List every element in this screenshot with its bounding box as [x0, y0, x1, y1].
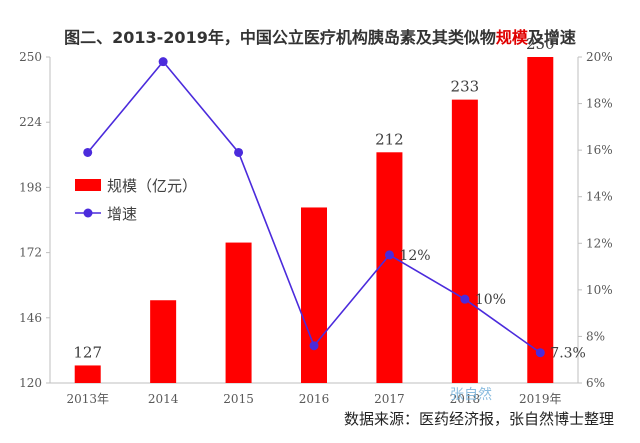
x-tick-label: 2017 — [374, 392, 405, 406]
growth-point — [83, 147, 93, 157]
line-data-label: 10% — [475, 292, 506, 308]
growth-point — [384, 250, 394, 260]
y-left-tick-label: 120 — [19, 376, 42, 390]
y-right-tick-label: 8% — [586, 329, 605, 343]
title-highlight: 规模 — [495, 28, 528, 47]
watermark: 张自然 — [450, 387, 492, 403]
line-data-label: 7.3% — [550, 346, 586, 362]
y-right-tick-label: 6% — [586, 376, 605, 390]
y-left-tick-label: 198 — [19, 180, 42, 194]
y-right-tick-label: 10% — [586, 283, 613, 297]
bar — [150, 300, 177, 383]
x-tick-label: 2019年 — [519, 392, 562, 406]
legend-line-label: 增速 — [107, 205, 137, 223]
growth-point — [309, 341, 319, 351]
bar — [527, 57, 554, 383]
x-tick-label: 2013年 — [66, 392, 109, 406]
y-right-tick-label: 14% — [586, 190, 613, 204]
source-note: 数据来源：医药经济报，张自然博士整理 — [343, 410, 614, 428]
y-left-tick-label: 146 — [19, 311, 42, 325]
bar — [376, 152, 403, 383]
growth-point — [158, 57, 168, 67]
y-right-tick-label: 18% — [586, 97, 613, 111]
growth-point — [460, 294, 470, 304]
y-right-tick-label: 12% — [586, 236, 613, 250]
y-right-tick-label: 16% — [586, 143, 613, 157]
bar — [74, 365, 101, 383]
bar — [451, 99, 478, 383]
bar — [225, 242, 252, 383]
bar-data-label: 233 — [451, 78, 480, 96]
growth-point — [234, 147, 244, 157]
legend-bar-swatch — [75, 179, 101, 191]
legend-bar-label: 规模（亿元） — [107, 177, 197, 195]
x-tick-label: 2014 — [148, 392, 179, 406]
x-tick-label: 2015 — [223, 392, 254, 406]
bar-data-label: 212 — [375, 130, 404, 148]
chart-title: 图二、2013-2019年，中国公立医疗机构胰岛素及其类似物规模及增速 — [64, 28, 576, 47]
line-data-label: 12% — [399, 248, 430, 264]
y-left-tick-label: 224 — [19, 115, 42, 129]
x-tick-label: 2016 — [299, 392, 330, 406]
y-left-tick-label: 172 — [19, 246, 42, 260]
y-left-tick-label: 250 — [19, 50, 42, 64]
bar-data-label: 250 — [526, 35, 555, 53]
bar — [301, 207, 327, 383]
y-right-tick-label: 20% — [586, 50, 613, 64]
legend-line-marker — [83, 208, 93, 218]
bar-data-label: 127 — [73, 343, 102, 361]
x-tick-label: 2018 — [450, 392, 481, 406]
growth-point — [535, 348, 545, 358]
